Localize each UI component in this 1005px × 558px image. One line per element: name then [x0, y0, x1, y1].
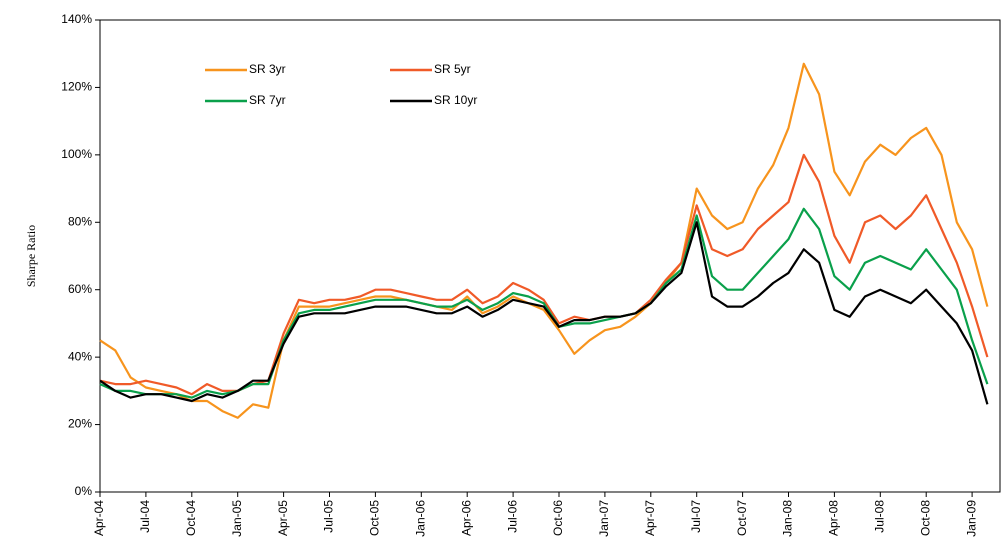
y-tick-label: 60%: [68, 282, 92, 296]
x-tick-label: Apr-06: [459, 500, 473, 536]
y-tick-label: 140%: [61, 12, 92, 26]
x-tick-label: Apr-04: [92, 500, 106, 536]
legend-label: SR 3yr: [249, 62, 286, 76]
y-tick-label: 0%: [75, 484, 93, 498]
x-tick-label: Apr-08: [827, 500, 841, 536]
series-line: [99, 62, 989, 419]
x-tick-label: Jul-04: [138, 500, 152, 533]
series-line: [99, 153, 989, 396]
legend-label: SR 7yr: [249, 93, 286, 107]
x-tick-label: Jan-08: [781, 500, 795, 537]
x-tick-label: Jul-07: [689, 500, 703, 533]
legend-label: SR 10yr: [434, 93, 477, 107]
x-tick-label: Oct-06: [551, 500, 565, 536]
series-line: [99, 207, 989, 399]
x-tick-label: Jan-09: [964, 500, 978, 537]
y-tick-label: 80%: [68, 214, 92, 228]
x-tick-label: Jul-08: [872, 500, 886, 533]
x-tick-label: Jan-07: [597, 500, 611, 537]
x-tick-label: Jul-06: [505, 500, 519, 533]
x-tick-label: Oct-08: [918, 500, 932, 536]
series-line: [99, 221, 989, 405]
y-tick-label: 40%: [68, 349, 92, 363]
x-tick-label: Apr-07: [643, 500, 657, 536]
plot-frame: [99, 19, 1001, 493]
x-tick-label: Jan-06: [413, 500, 427, 537]
y-axis-title: Sharpe Ratio: [24, 225, 38, 287]
y-tick-label: 20%: [68, 417, 92, 431]
x-tick-label: Apr-05: [276, 500, 290, 536]
y-tick-label: 120%: [61, 80, 92, 94]
x-tick-label: Oct-04: [184, 500, 198, 536]
x-tick-label: Jan-05: [230, 500, 244, 537]
x-tick-label: Oct-07: [735, 500, 749, 536]
x-tick-label: Oct-05: [368, 500, 382, 536]
legend-label: SR 5yr: [434, 62, 471, 76]
x-tick-label: Jul-05: [322, 500, 336, 533]
y-tick-label: 100%: [61, 147, 92, 161]
